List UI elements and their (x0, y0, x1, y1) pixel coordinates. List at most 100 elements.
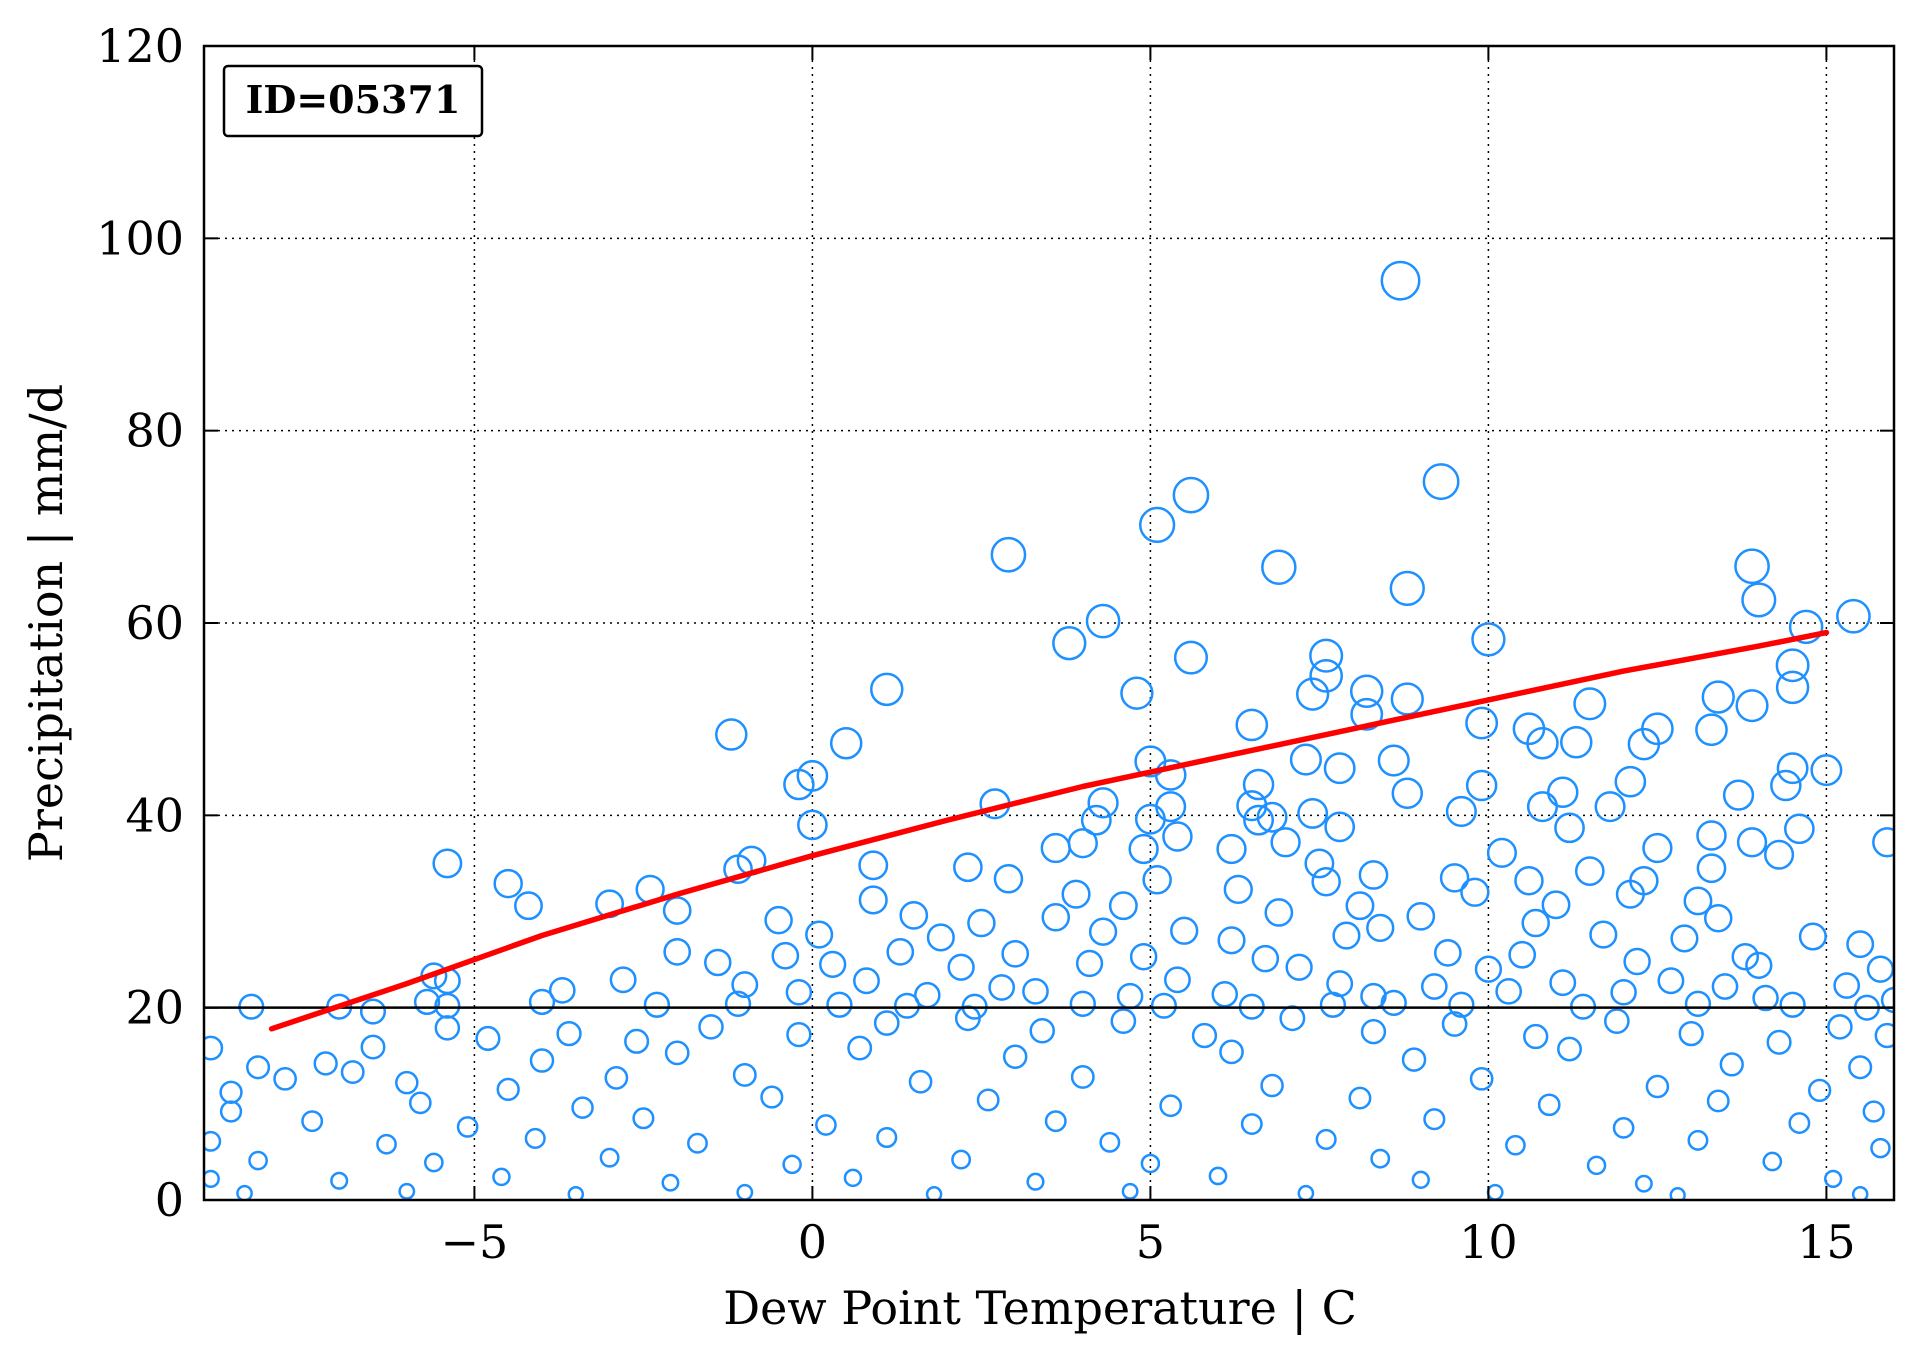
data-point (1465, 769, 1498, 802)
data-point (413, 988, 441, 1016)
data-point (1264, 898, 1294, 927)
data-point (951, 1149, 972, 1170)
data-point (1289, 743, 1322, 776)
data-point (1211, 980, 1239, 1008)
data-point (1735, 689, 1769, 723)
data-point (993, 864, 1024, 894)
data-point (1159, 1094, 1183, 1118)
data-point (624, 1028, 650, 1054)
data-point (1486, 837, 1517, 868)
data-point (764, 905, 793, 935)
data-point (786, 1021, 812, 1048)
data-point (1775, 648, 1810, 683)
data-point (1614, 765, 1647, 798)
data-point (1465, 706, 1499, 740)
data-point (1323, 752, 1356, 785)
data-point (514, 891, 543, 921)
data-point (1448, 991, 1475, 1018)
data-point (1256, 801, 1288, 833)
data-point (599, 1147, 620, 1168)
data-point (1377, 744, 1410, 777)
data-point (1521, 908, 1550, 938)
y-axis-title: Precipitation | mm/d (19, 384, 73, 862)
data-point (899, 900, 929, 930)
data-point (1243, 804, 1275, 836)
data-point (1547, 776, 1579, 809)
data-point (1391, 777, 1424, 809)
data-point (698, 1014, 724, 1040)
data-point (1788, 1112, 1811, 1135)
data-point (1240, 1113, 1263, 1135)
data-point (1085, 603, 1121, 639)
data-point (1223, 874, 1253, 905)
data-point (1026, 1172, 1045, 1191)
data-point (1360, 1019, 1387, 1045)
data-point (1411, 1170, 1430, 1189)
data-point (1775, 670, 1810, 705)
y-tick-label: 100 (96, 211, 184, 265)
data-point (976, 1088, 1000, 1112)
data-point (1217, 926, 1246, 955)
data-point (1154, 759, 1187, 791)
data-point (1390, 682, 1424, 716)
data-point (1172, 476, 1210, 514)
grid-lines (204, 46, 1894, 1200)
data-point (797, 809, 828, 841)
data-point (1044, 1110, 1067, 1133)
data-point (1469, 1066, 1494, 1091)
data-point (398, 1182, 416, 1200)
data-point (1526, 726, 1559, 760)
data-point (1001, 939, 1030, 968)
data-point (1589, 920, 1618, 949)
data-point (1695, 713, 1728, 747)
data-point (1260, 1073, 1284, 1098)
data-point (1173, 640, 1209, 675)
data-point (1433, 939, 1462, 967)
data-point (967, 908, 996, 938)
data-point (908, 1069, 933, 1094)
data-point (1505, 1134, 1526, 1156)
data-point (1140, 1153, 1161, 1174)
data-point (1866, 955, 1894, 983)
data-point (1445, 795, 1477, 828)
data-point (432, 848, 463, 879)
data-point (1827, 1014, 1853, 1040)
data-point (1022, 977, 1049, 1005)
data-point (1833, 972, 1861, 999)
data-point (815, 1114, 837, 1136)
data-point (273, 1066, 297, 1091)
data-point (870, 672, 904, 707)
data-point (1711, 973, 1739, 1000)
data-point (1549, 969, 1577, 997)
data-point (876, 1126, 898, 1149)
data-point (643, 991, 671, 1018)
data-point (1150, 992, 1177, 1019)
data-point (1784, 813, 1815, 845)
data-point (1163, 966, 1191, 994)
data-point (782, 1154, 802, 1175)
data-point (313, 1051, 338, 1076)
data-point (1142, 865, 1172, 895)
data-point (1460, 877, 1490, 907)
data-point (1311, 866, 1341, 897)
y-tick-label: 20 (125, 981, 184, 1035)
data-point (376, 1133, 397, 1155)
data-point (1080, 804, 1112, 836)
data-point (475, 1025, 501, 1051)
data-point (1279, 1005, 1306, 1032)
data-point (1526, 791, 1559, 823)
data-point (1706, 1089, 1730, 1113)
data-point (1722, 779, 1755, 811)
data-point (1669, 1187, 1686, 1200)
data-point (1766, 1029, 1792, 1055)
data-point (1297, 1184, 1315, 1200)
data-point (330, 1171, 349, 1190)
data-point (1087, 787, 1119, 819)
data-point (301, 1110, 324, 1133)
data-point (204, 1035, 224, 1061)
data-point (687, 1132, 708, 1154)
data-point (1208, 1166, 1228, 1186)
data-point (1486, 1183, 1504, 1200)
data-point (1389, 570, 1425, 607)
data-point (1309, 659, 1344, 693)
